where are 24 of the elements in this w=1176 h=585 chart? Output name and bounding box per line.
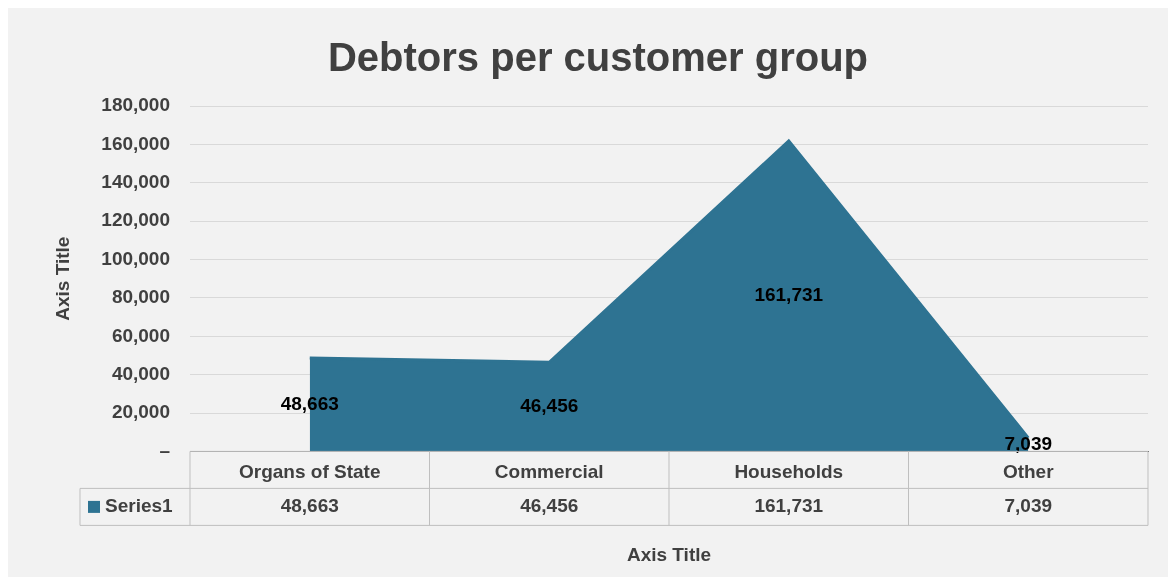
- y-tick-label: 80,000: [111, 286, 170, 308]
- y-tick-label: –: [159, 439, 170, 461]
- data-label: 46,456: [520, 495, 579, 517]
- x-tick-label: Households: [734, 461, 844, 483]
- y-axis-title: Axis Title: [51, 236, 73, 321]
- legend-label: Series1: [105, 495, 174, 517]
- y-tick-label: 140,000: [101, 170, 170, 192]
- x-axis-title: Axis Title: [626, 543, 712, 565]
- x-tick-label: Commercial: [494, 461, 604, 483]
- y-tick-label: 40,000: [111, 362, 170, 384]
- y-tick-label: 180,000: [101, 94, 170, 116]
- data-label: 161,731: [754, 495, 824, 517]
- x-tick-label: Organs of State: [239, 461, 381, 483]
- y-tick-label: 120,000: [101, 209, 170, 231]
- y-tick-label: 160,000: [101, 132, 170, 154]
- y-tick-label: 60,000: [111, 324, 170, 346]
- y-tick-label: 20,000: [111, 401, 170, 423]
- x-tick-label: Other: [1002, 461, 1055, 483]
- data-label: 7,039: [1004, 495, 1053, 517]
- y-tick-label: 100,000: [101, 247, 170, 269]
- text: 161,731: [754, 284, 824, 306]
- text: 46,456: [520, 395, 579, 417]
- data-label: 48,663: [280, 495, 339, 517]
- chart-title: Debtors per customer group: [327, 35, 869, 80]
